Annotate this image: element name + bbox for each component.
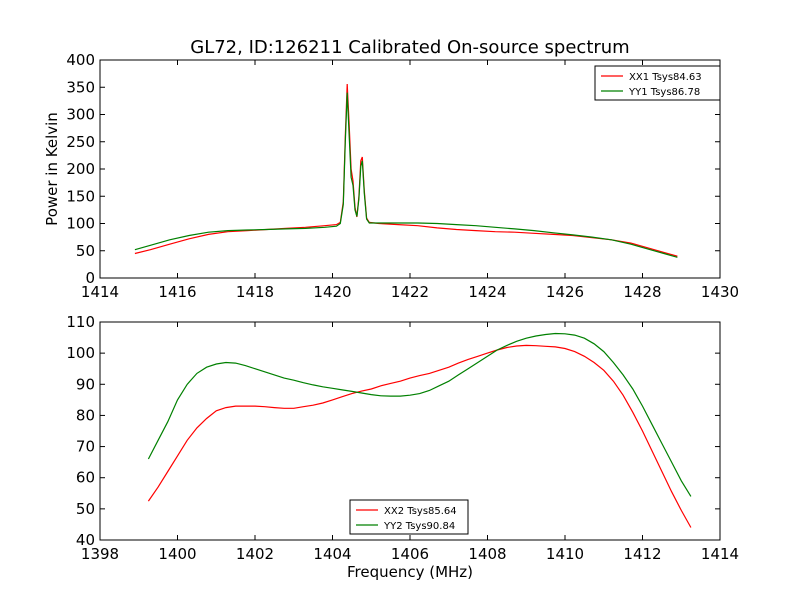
x-tick-label: 1416 — [158, 283, 196, 301]
y-tick-label: 350 — [66, 78, 95, 96]
series-line-xx — [147, 344, 692, 528]
legend-box — [594, 65, 721, 101]
y-tick-label: 400 — [66, 51, 95, 69]
x-tick-label: 1424 — [468, 283, 506, 301]
x-tick-label: 1414 — [81, 283, 119, 301]
x-tick-label: 1418 — [236, 283, 274, 301]
legend-label: YY1 Tsys86.78 — [628, 87, 700, 98]
top-spectrum-plot: 1414 1416 1418 1420 1422 1424 1426 1428 1430 0 50 1… — [43, 51, 739, 301]
y-tick-label: 50 — [76, 242, 95, 260]
y-tick-label: 70 — [76, 438, 95, 456]
x-tick-label: 1414 — [701, 545, 739, 563]
x-tick-label: 1408 — [468, 545, 506, 563]
x-tick-label: 1422 — [391, 283, 429, 301]
x-tick-label: 1412 — [623, 545, 661, 563]
x-tick-label: 1406 — [391, 545, 429, 563]
legend: XX1 Tsys84.63 YY1 Tsys86.78 — [594, 65, 721, 101]
y-tick-label: 40 — [76, 531, 95, 549]
y-tick-label: 60 — [76, 469, 95, 487]
legend-label: XX1 Tsys84.63 — [629, 72, 702, 83]
x-tick-label: 1428 — [623, 283, 661, 301]
legend-box — [349, 499, 469, 535]
y-tick-label: 250 — [66, 133, 95, 151]
y-tick-label: 50 — [76, 500, 95, 518]
x-tick-label: 1430 — [701, 283, 739, 301]
x-tick-label: 1400 — [158, 545, 196, 563]
x-tick-label: 1426 — [546, 283, 584, 301]
y-tick-label: 200 — [66, 160, 95, 178]
x-tick-label: 1402 — [236, 545, 274, 563]
x-tick-label: 1404 — [313, 545, 351, 563]
y-tick-label: 100 — [66, 215, 95, 233]
x-tick-label: 1410 — [546, 545, 584, 563]
figure-title: GL72, ID:126211 Calibrated On-source spe… — [190, 37, 629, 58]
x-tick-label: 1398 — [81, 545, 119, 563]
series-line-yy — [134, 92, 678, 258]
y-tick-label: 80 — [76, 406, 95, 424]
y-tick-label: 90 — [76, 375, 95, 393]
bottom-spectrum-plot: 1398 1400 1402 1404 1406 1408 1410 1412 1414 40 50… — [66, 313, 739, 581]
y-tick-label: 110 — [66, 313, 95, 331]
legend-label: XX2 Tsys85.64 — [384, 506, 457, 517]
y-tick-label: 100 — [66, 344, 95, 362]
series-line-yy — [147, 332, 692, 497]
legend-label: YY2 Tsys90.84 — [383, 521, 455, 532]
y-tick-label: 0 — [85, 269, 95, 287]
y-tick-label: 150 — [66, 187, 95, 205]
y-tick-label: 300 — [66, 106, 95, 124]
x-tick-label: 1420 — [313, 283, 351, 301]
legend: XX2 Tsys85.64 YY2 Tsys90.84 — [349, 499, 469, 535]
y-axis-label: Power in Kelvin — [43, 112, 61, 226]
x-axis-label: Frequency (MHz) — [347, 563, 473, 581]
